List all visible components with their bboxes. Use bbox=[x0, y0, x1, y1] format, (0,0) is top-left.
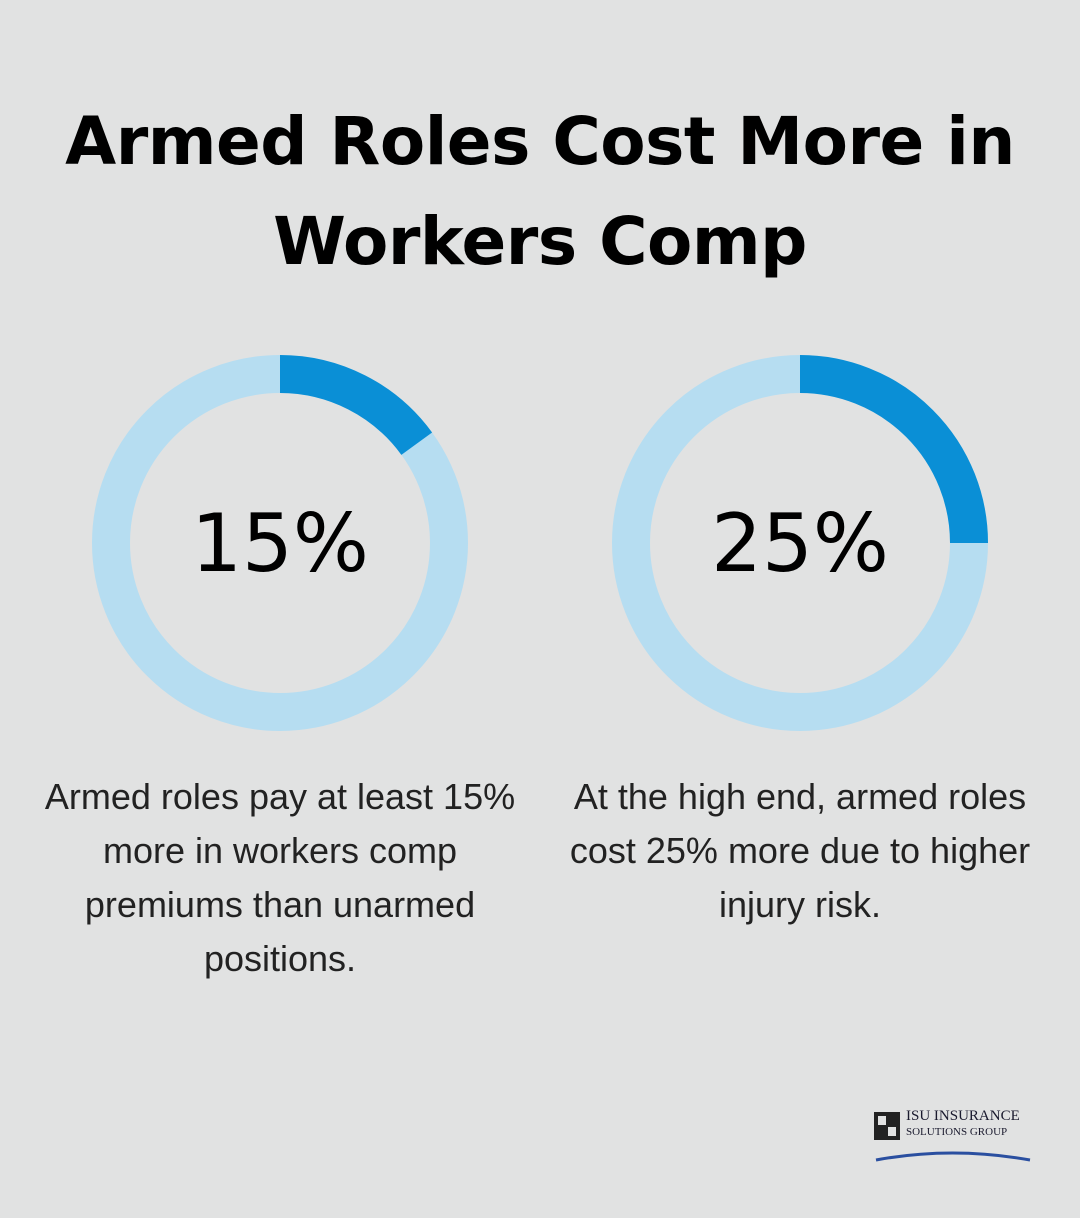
caption: Armed roles pay at least 15% more in wor… bbox=[44, 776, 516, 979]
title: Armed Roles Cost More in Workers Comp bbox=[65, 103, 1015, 280]
charts: 15% 25% bbox=[92, 355, 988, 731]
donut-arc bbox=[279, 355, 433, 456]
value-label: 25% bbox=[711, 497, 889, 590]
donut-arc bbox=[799, 355, 988, 544]
logo-line: SOLUTIONS GROUP bbox=[906, 1126, 1008, 1138]
caption: At the high end, armed roles cost 25% mo… bbox=[569, 776, 1031, 925]
value-label: 15% bbox=[191, 497, 369, 590]
logo-line: ISU INSURANCE bbox=[906, 1108, 1020, 1124]
logo-icon bbox=[874, 1112, 1031, 1162]
logo: ISU INSURANCE SOLUTIONS GROUP bbox=[872, 1108, 1042, 1168]
